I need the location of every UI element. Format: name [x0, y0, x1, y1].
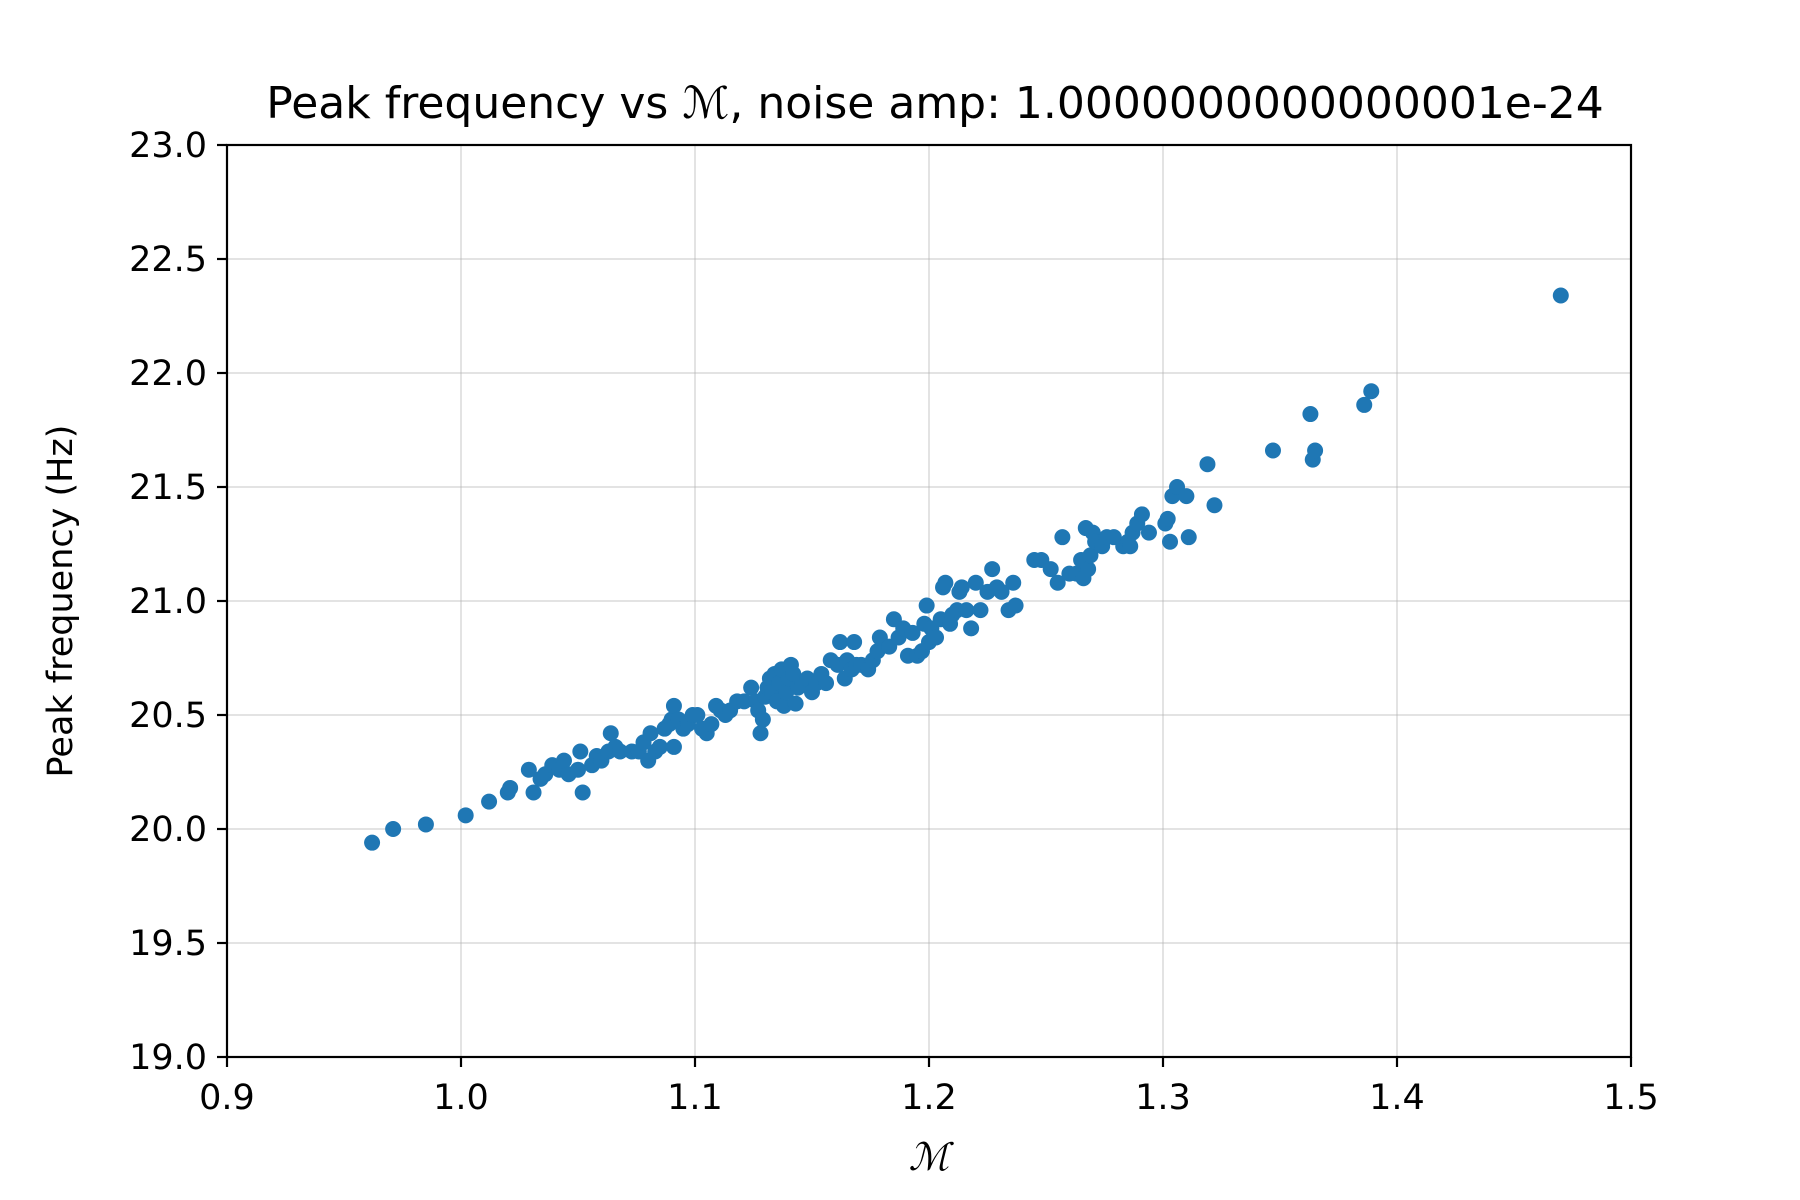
data-point [1049, 574, 1066, 591]
data-point [703, 716, 720, 733]
data-point [1264, 442, 1281, 459]
grid-layer [226, 144, 1632, 1058]
data-point [1054, 529, 1071, 546]
data-point [953, 579, 970, 596]
y-tick-label: 20.0 [129, 810, 207, 850]
data-point [1552, 287, 1569, 304]
data-point [958, 602, 975, 619]
data-point [1302, 406, 1319, 423]
data-point [937, 574, 954, 591]
data-point [1007, 597, 1024, 614]
data-point [520, 761, 537, 778]
ticks-layer: 0.9 1.0 1.1 1.2 1.3 1.4 1.5 19.0 19.5 20.0 20.5 21.… [129, 126, 1659, 1118]
data-point [918, 597, 935, 614]
data-point [984, 561, 1001, 578]
data-point [502, 779, 519, 796]
y-tick-label: 19.5 [129, 924, 207, 964]
data-point [665, 738, 682, 755]
data-point [1082, 547, 1099, 564]
y-tick-label: 22.5 [129, 240, 207, 280]
data-point [1356, 396, 1373, 413]
y-tick-label: 23.0 [129, 126, 207, 166]
x-tick-label: 1.2 [901, 1078, 957, 1118]
data-point [963, 620, 980, 637]
data-point [555, 752, 572, 769]
data-point [818, 675, 835, 692]
data-point [754, 711, 771, 728]
data-point [481, 793, 498, 810]
data-point [1307, 442, 1324, 459]
data-point [846, 634, 863, 651]
data-point [572, 743, 589, 760]
x-tick-label: 0.9 [199, 1078, 255, 1118]
x-tick-label: 1.5 [1603, 1078, 1659, 1118]
data-point [743, 679, 760, 696]
data-point [525, 784, 542, 801]
x-tick-label: 1.4 [1369, 1078, 1425, 1118]
data-point [787, 695, 804, 712]
data-point [1122, 538, 1139, 555]
x-tick-label: 1.1 [667, 1078, 723, 1118]
data-point [570, 761, 586, 778]
data-point [651, 738, 668, 755]
data-point [736, 693, 753, 710]
data-point [928, 629, 945, 646]
chart-title: Peak frequency vs ℳ, noise amp: 1.000000… [266, 78, 1604, 129]
x-axis-label: ℳ [909, 1135, 955, 1179]
points-layer [364, 287, 1569, 851]
data-point [665, 697, 682, 714]
data-point [993, 583, 1010, 600]
data-point [904, 624, 921, 641]
data-point [1199, 456, 1216, 473]
data-point [1140, 524, 1157, 541]
x-tick-label: 1.0 [433, 1078, 489, 1118]
data-point [1178, 488, 1195, 505]
data-point [1042, 561, 1059, 578]
y-tick-label: 21.0 [129, 582, 207, 622]
data-point [457, 807, 474, 824]
data-point [612, 743, 629, 760]
data-point [1159, 510, 1176, 527]
data-point [385, 821, 402, 837]
data-point [1206, 497, 1223, 514]
y-tick-label: 22.0 [129, 354, 207, 394]
data-point [972, 602, 989, 619]
data-point [1180, 529, 1197, 546]
data-point [602, 725, 619, 742]
data-point [642, 725, 659, 742]
data-point [1005, 574, 1022, 591]
data-point [1080, 561, 1097, 578]
y-tick-label: 20.5 [129, 696, 207, 736]
data-point [1363, 383, 1380, 400]
data-point [967, 574, 984, 591]
y-tick-label: 21.5 [129, 468, 207, 508]
data-point [1133, 506, 1150, 523]
data-point [574, 784, 591, 801]
data-point [1162, 533, 1179, 550]
data-point [364, 834, 381, 851]
x-tick-label: 1.3 [1135, 1078, 1191, 1118]
data-point [417, 816, 434, 833]
data-point [752, 725, 769, 742]
data-point [689, 707, 706, 723]
y-axis-label: Peak frequency (Hz) [41, 425, 81, 778]
data-point [832, 634, 849, 651]
y-tick-label: 19.0 [129, 1038, 207, 1078]
